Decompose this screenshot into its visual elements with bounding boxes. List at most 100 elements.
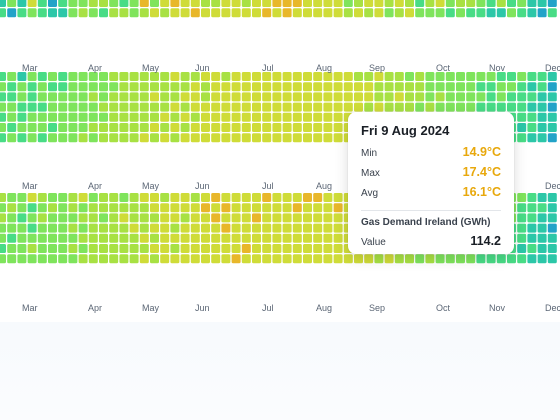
heatmap-cell[interactable] — [292, 8, 302, 18]
heatmap-cell[interactable] — [48, 193, 57, 202]
heatmap-cell[interactable] — [537, 213, 547, 223]
heatmap-cell[interactable] — [88, 102, 98, 112]
heatmap-cell[interactable] — [99, 254, 108, 264]
heatmap-cell[interactable] — [119, 102, 129, 112]
heatmap-cell[interactable] — [190, 244, 200, 253]
heatmap-cell[interactable] — [190, 133, 200, 143]
heatmap-cell[interactable] — [231, 112, 241, 122]
heatmap-cell[interactable] — [425, 92, 435, 102]
heatmap-cell[interactable] — [547, 213, 557, 223]
heatmap-cell[interactable] — [547, 203, 557, 213]
heatmap-cell[interactable] — [405, 8, 414, 18]
heatmap-cell[interactable] — [343, 92, 353, 102]
heatmap-cell[interactable] — [17, 133, 27, 143]
heatmap-cell[interactable] — [313, 213, 323, 223]
heatmap-cell[interactable] — [364, 82, 374, 92]
heatmap-cell[interactable] — [68, 233, 78, 243]
heatmap-cell[interactable] — [88, 213, 98, 223]
heatmap-cell[interactable] — [466, 102, 476, 112]
heatmap-cell[interactable] — [37, 0, 47, 7]
heatmap-cell[interactable] — [547, 8, 557, 18]
heatmap-cell[interactable] — [435, 8, 445, 18]
heatmap-cell[interactable] — [292, 0, 302, 7]
heatmap-cell[interactable] — [99, 133, 108, 143]
heatmap-cell[interactable] — [241, 193, 251, 202]
heatmap-cell[interactable] — [78, 82, 88, 92]
heatmap-cell[interactable] — [374, 8, 384, 18]
heatmap-cell[interactable] — [354, 92, 363, 102]
heatmap-cell[interactable] — [272, 82, 282, 92]
heatmap-cell[interactable] — [252, 123, 261, 132]
heatmap-cell[interactable] — [17, 193, 27, 202]
heatmap-cell[interactable] — [292, 72, 302, 81]
heatmap-cell[interactable] — [17, 244, 27, 253]
heatmap-cell[interactable] — [221, 123, 231, 132]
heatmap-cell[interactable] — [37, 223, 47, 233]
heatmap-cell[interactable] — [303, 82, 312, 92]
heatmap-cell[interactable] — [333, 133, 343, 143]
heatmap-cell[interactable] — [109, 8, 119, 18]
heatmap-cell[interactable] — [78, 123, 88, 132]
heatmap-cell[interactable] — [364, 92, 374, 102]
heatmap-cell[interactable] — [129, 203, 139, 213]
heatmap-cell[interactable] — [272, 193, 282, 202]
heatmap-cell[interactable] — [537, 193, 547, 202]
heatmap-cell[interactable] — [547, 72, 557, 81]
heatmap-cell[interactable] — [486, 92, 496, 102]
heatmap-cell[interactable] — [354, 254, 363, 264]
heatmap-cell[interactable] — [384, 254, 394, 264]
heatmap-cell[interactable] — [292, 223, 302, 233]
heatmap-cell[interactable] — [160, 223, 170, 233]
heatmap-cell[interactable] — [37, 72, 47, 81]
heatmap-cell[interactable] — [119, 0, 129, 7]
heatmap-cell[interactable] — [180, 112, 190, 122]
heatmap-cell[interactable] — [466, 72, 476, 81]
heatmap-cell[interactable] — [129, 244, 139, 253]
heatmap-cell[interactable] — [150, 193, 159, 202]
heatmap-cell[interactable] — [303, 213, 312, 223]
heatmap-cell[interactable] — [119, 203, 129, 213]
heatmap-cell[interactable] — [99, 8, 108, 18]
heatmap-cell[interactable] — [537, 133, 547, 143]
heatmap-cell[interactable] — [527, 82, 537, 92]
heatmap-cell[interactable] — [231, 72, 241, 81]
heatmap-cell[interactable] — [527, 203, 537, 213]
heatmap-cell[interactable] — [272, 233, 282, 243]
heatmap-cell[interactable] — [313, 8, 323, 18]
heatmap-cell[interactable] — [313, 223, 323, 233]
heatmap-cell[interactable] — [139, 112, 149, 122]
heatmap-cell[interactable] — [7, 203, 17, 213]
heatmap-cell[interactable] — [139, 233, 149, 243]
heatmap-cell[interactable] — [364, 8, 374, 18]
heatmap-cell[interactable] — [180, 203, 190, 213]
heatmap-cell[interactable] — [221, 82, 231, 92]
heatmap-cell[interactable] — [384, 102, 394, 112]
heatmap-cell[interactable] — [292, 102, 302, 112]
heatmap-cell[interactable] — [190, 82, 200, 92]
heatmap-cell[interactable] — [435, 82, 445, 92]
heatmap-cell[interactable] — [48, 254, 57, 264]
heatmap-cell[interactable] — [88, 123, 98, 132]
heatmap-cell[interactable] — [364, 254, 374, 264]
heatmap-cell[interactable] — [170, 0, 180, 7]
heatmap-cell[interactable] — [252, 72, 261, 81]
heatmap-cell[interactable] — [527, 193, 537, 202]
heatmap-cell[interactable] — [48, 112, 57, 122]
heatmap-cell[interactable] — [241, 72, 251, 81]
heatmap-cell[interactable] — [252, 112, 261, 122]
heatmap-cell[interactable] — [456, 102, 465, 112]
heatmap-cell[interactable] — [109, 72, 119, 81]
heatmap-cell[interactable] — [78, 223, 88, 233]
heatmap-cell[interactable] — [7, 193, 17, 202]
heatmap-cell[interactable] — [384, 92, 394, 102]
heatmap-cell[interactable] — [354, 8, 363, 18]
heatmap-cell[interactable] — [415, 102, 425, 112]
heatmap-cell[interactable] — [303, 8, 312, 18]
heatmap-cell[interactable] — [517, 82, 527, 92]
heatmap-cell[interactable] — [405, 0, 414, 7]
heatmap-cell[interactable] — [282, 0, 292, 7]
heatmap-cell[interactable] — [190, 112, 200, 122]
heatmap-cell[interactable] — [201, 223, 210, 233]
heatmap-cell[interactable] — [527, 92, 537, 102]
heatmap-cell[interactable] — [486, 0, 496, 7]
